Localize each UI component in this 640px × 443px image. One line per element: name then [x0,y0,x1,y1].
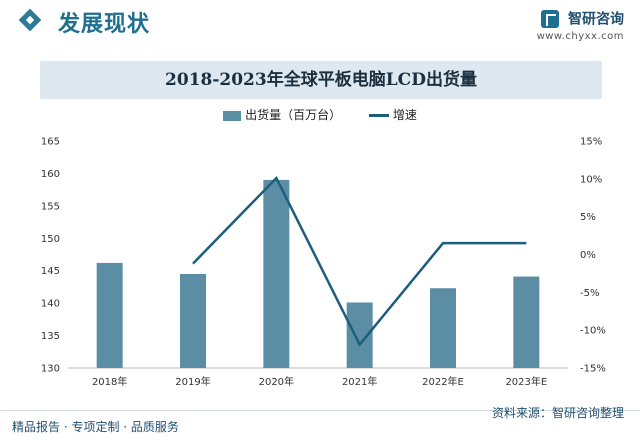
chart-title-box: 2018-2023年全球平板电脑LCD出货量 [40,61,602,99]
footer-source: 资料来源：智研咨询整理 [491,406,624,420]
x-tick-label: 2018年 [92,375,127,388]
brand-logo-icon [540,9,559,28]
legend-line-label: 增速 [392,108,417,122]
y-left-tick-label: 135 [41,331,60,342]
y-right-tick-label: -15% [580,364,606,375]
y-right-tick-label: 5% [580,212,596,223]
section-title: 发展现状 [58,11,151,37]
chart-legend: 出货量（百万台） 增速 [0,106,640,123]
footer-tagline: 精品报告 · 专项定制 · 品质服务 [12,420,179,434]
x-tick-label: 2021年 [342,375,377,388]
bar [96,262,123,368]
footer-divider [0,410,640,411]
legend-line-swatch [368,114,389,117]
y-left-tick-label: 165 [41,137,60,148]
bar [513,276,540,368]
brand-url: www.chyxx.com [536,30,624,42]
y-right-tick-label: -5% [580,288,599,299]
brand: 智研咨询 www.chyxx.com [537,8,624,42]
legend-item-line: 增速 [368,106,417,123]
y-left-tick-label: 130 [41,364,60,375]
y-left-tick-label: 160 [41,169,60,180]
x-tick-label: 2020年 [259,375,294,388]
growth-line [192,175,527,347]
legend-bar-swatch [223,110,242,121]
y-right-tick-label: 10% [580,174,602,185]
y-left-tick-label: 140 [41,299,60,310]
bar [180,273,206,368]
bar [263,179,290,368]
y-left-tick-label: 150 [41,234,60,245]
legend-item-bar: 出货量（百万台） [223,106,341,123]
y-right-tick-label: 15% [580,137,602,148]
y-right-tick-label: 0% [580,250,596,261]
y-left-tick-label: 145 [41,266,60,277]
header-bar: 发展现状 智研咨询 www.chyxx.com [0,0,640,48]
legend-bar-label: 出货量（百万台） [245,108,342,122]
x-tick-label: 2023年E [505,375,547,388]
y-right-tick-label: -10% [580,326,606,337]
x-tick-label: 2022年E [422,375,464,388]
chart-title: 2018-2023年全球平板电脑LCD出货量 [165,70,477,90]
bar [430,288,456,368]
y-left-tick-label: 155 [41,201,60,212]
brand-name: 智研咨询 [568,11,624,28]
x-tick-label: 2019年 [175,375,210,388]
